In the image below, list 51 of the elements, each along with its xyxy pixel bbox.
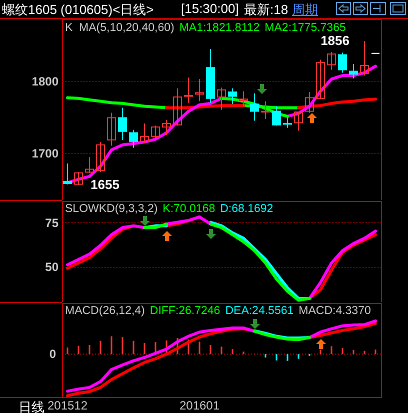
candlestick <box>217 87 226 110</box>
candlestick <box>74 172 83 186</box>
candlestick <box>173 88 182 126</box>
candlestick <box>250 92 259 122</box>
text: DEA:24.5561 <box>225 305 294 317</box>
candlestick <box>272 106 281 126</box>
candlestick <box>85 156 94 174</box>
candlestick <box>107 112 116 146</box>
candlestick <box>63 163 72 185</box>
candlestick <box>162 119 171 136</box>
candlestick <box>338 52 347 74</box>
candlestick <box>96 142 105 173</box>
candlestick <box>305 91 314 114</box>
x-axis-title: 日线 <box>18 400 44 413</box>
text: [15:30:00] <box>181 1 239 16</box>
annotation: D:68.1692 <box>220 203 274 215</box>
candlestick <box>316 59 325 100</box>
candlestick <box>184 77 193 104</box>
annotation: 1655 <box>90 176 120 192</box>
chart-title: SLOWKD(9,3,3,2) <box>65 203 158 215</box>
candlestick <box>151 125 160 140</box>
annotation: MA2:1775.7365 <box>264 22 346 34</box>
ref-line-label: 0 <box>49 347 56 362</box>
chart-subtitle: K MA(5,10,20,40,60) <box>65 22 174 34</box>
annotation: MA1:1821.8112 <box>179 22 260 34</box>
y-tick-label: 75 <box>45 216 59 230</box>
x-tick-label: 201601 <box>179 398 220 412</box>
text: 周期 <box>292 1 318 19</box>
y-tick-label: 1800 <box>32 74 59 89</box>
annotation: K:70.0168 <box>162 203 216 215</box>
candlestick <box>129 129 138 148</box>
chart-title: MACD(26,12,4) <box>65 305 145 317</box>
y-tick-label: 1700 <box>32 146 59 160</box>
candlestick <box>140 122 149 144</box>
candlestick <box>349 64 358 79</box>
text: DIFF:26.7246 <box>150 305 220 317</box>
candlestick <box>283 117 292 128</box>
candlestick <box>118 107 127 140</box>
y-tick-label: 50 <box>45 260 59 274</box>
candlestick <box>294 112 303 132</box>
candlestick <box>261 100 270 120</box>
candlestick <box>327 51 336 70</box>
candlestick <box>239 90 248 107</box>
chart-title: 螺纹1605 (010605)<日线> <box>2 1 154 19</box>
candlestick <box>228 88 237 105</box>
x-tick-label: 201512 <box>47 398 88 412</box>
annotation: 1856 <box>320 33 350 48</box>
text: MACD:4.3370 <box>298 305 371 317</box>
text: 最新:18 <box>244 1 288 19</box>
candlestick <box>360 40 369 76</box>
candlestick <box>195 78 204 102</box>
